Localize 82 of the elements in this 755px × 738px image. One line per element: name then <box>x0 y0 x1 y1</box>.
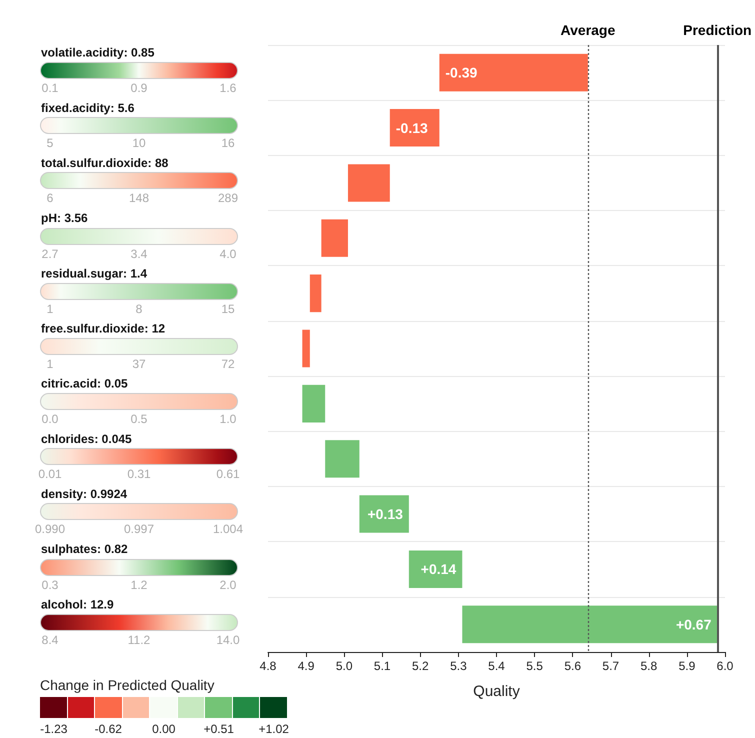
text: 0.31 <box>127 467 151 482</box>
x-tick-label: 5.7 <box>602 659 620 673</box>
bar <box>321 219 348 257</box>
data-label: -0.39 <box>445 64 478 81</box>
text: 2.7 <box>42 246 58 261</box>
text: 1.6 <box>220 81 236 95</box>
y-tick-label: fixed.acidity: 5.6 <box>41 100 135 115</box>
x-tick-label: 4.9 <box>298 659 315 673</box>
x-tick-label: 5.1 <box>374 659 391 673</box>
x-tick-label: 6.0 <box>716 659 734 673</box>
text: 10 <box>132 136 146 150</box>
bar <box>325 440 360 478</box>
text: 0.5 <box>130 412 148 426</box>
text: 0.1 <box>42 81 58 95</box>
x-tick-label: 5.2 <box>412 659 429 673</box>
ref-line-label: Average <box>560 22 616 38</box>
text: 0.990 <box>34 522 66 536</box>
x-tick-label: 5.0 <box>336 659 353 673</box>
text: 0.01 <box>38 467 62 482</box>
text: 8 <box>136 302 142 316</box>
text: 148 <box>128 191 150 206</box>
text: 3.4 <box>130 246 148 261</box>
bar <box>408 550 462 588</box>
text: 1.0 <box>220 412 236 426</box>
bar <box>390 109 440 147</box>
color-bar-label: -1.23 <box>40 722 68 736</box>
y-tick-label: alcohol: 12.9 <box>41 597 114 612</box>
text: 8.4 <box>42 632 58 647</box>
text: 289 <box>218 191 238 206</box>
x-tick-label: 5.4 <box>488 659 506 673</box>
text: 37 <box>132 356 146 371</box>
text: 0.3 <box>42 578 58 592</box>
text: 1.2 <box>130 578 148 592</box>
y-tick-label: citric.acid: 0.05 <box>41 376 128 391</box>
text: 15 <box>221 302 235 316</box>
x-tick-label: 5.9 <box>678 659 696 673</box>
x-tick-label: 5.6 <box>564 659 582 673</box>
ref-line-label: Prediction <box>683 22 752 38</box>
color-bar-label: 0.00 <box>152 722 176 736</box>
x-tick-label: 4.8 <box>260 659 277 673</box>
color-bar-title: Change in Predicted Quality <box>40 677 214 693</box>
text: 0.997 <box>124 522 154 536</box>
x-tick-label: 5.8 <box>640 659 658 673</box>
text: 16 <box>221 136 235 150</box>
text: 0.0 <box>42 412 58 426</box>
text: 6 <box>46 191 54 206</box>
data-label: +0.13 <box>367 506 404 522</box>
bar <box>439 54 588 92</box>
text: 1.004 <box>212 522 244 536</box>
y-tick-label: chlorides: 0.045 <box>41 432 132 446</box>
text: 72 <box>221 356 235 371</box>
y-tick-label: sulphates: 0.82 <box>41 542 128 556</box>
y-tick-label: volatile.acidity: 0.85 <box>41 46 155 60</box>
text: 4.0 <box>220 246 236 261</box>
bar <box>462 606 718 644</box>
text: 1 <box>46 302 54 316</box>
data-label: +0.67 <box>676 616 712 632</box>
text: 0.9 <box>130 81 148 95</box>
bar <box>302 384 326 422</box>
text: 5 <box>46 136 54 150</box>
x-axis-title: Quality <box>473 683 520 700</box>
color-bar-label: +1.02 <box>258 722 289 736</box>
color-bar-label: -0.62 <box>94 722 122 736</box>
bar <box>348 164 390 202</box>
y-tick-label: total.sulfur.dioxide: 88 <box>41 156 169 170</box>
y-tick-label: residual.sugar: 1.4 <box>41 266 148 280</box>
color-bar-label: +0.51 <box>204 722 234 736</box>
text: 14.0 <box>216 632 240 647</box>
text: 1 <box>46 356 54 371</box>
text: 0.61 <box>216 467 240 482</box>
text: 2.0 <box>220 578 236 592</box>
bar <box>302 330 310 368</box>
y-tick-label: pH: 3.56 <box>41 211 88 226</box>
y-tick-label: density: 0.9924 <box>41 487 128 502</box>
bar <box>310 274 322 312</box>
y-tick-label: free.sulfur.dioxide: 12 <box>41 322 166 336</box>
bar <box>359 495 409 533</box>
data-label: -0.13 <box>396 120 428 136</box>
x-tick-label: 5.3 <box>450 659 468 673</box>
text: 11.2 <box>128 632 150 647</box>
data-label: +0.14 <box>420 561 456 578</box>
x-tick-label: 5.5 <box>526 659 544 673</box>
